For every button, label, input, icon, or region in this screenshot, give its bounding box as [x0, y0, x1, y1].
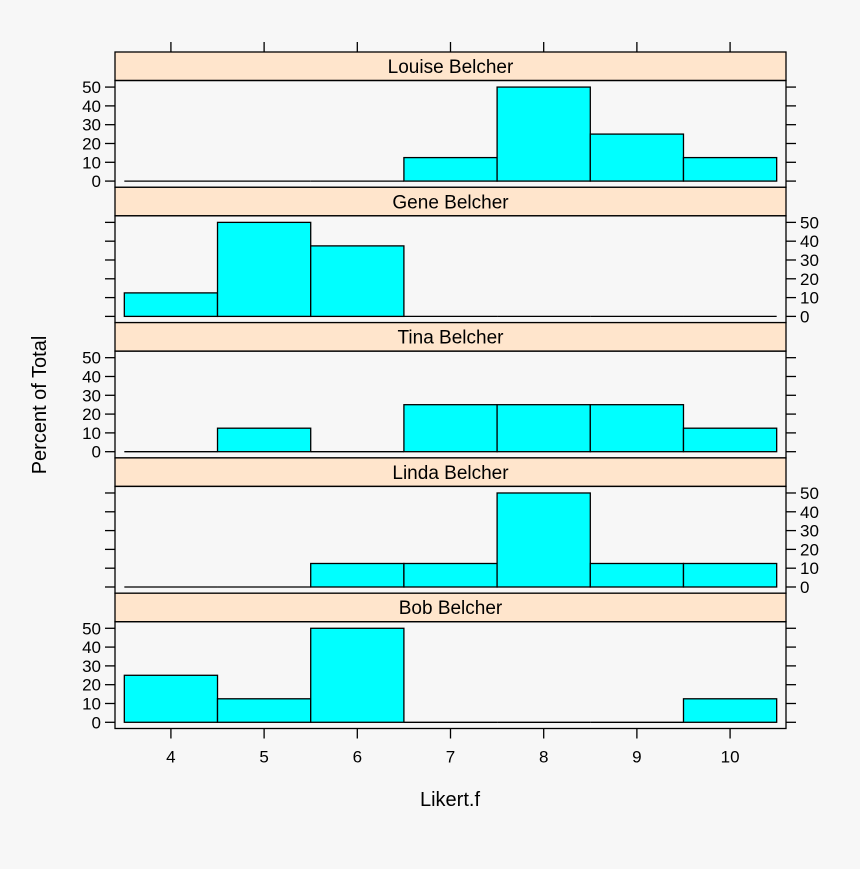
y-tick-label: 40	[82, 97, 101, 116]
y-tick-label: 20	[800, 270, 819, 289]
panel-strip	[114, 592, 787, 623]
histogram-bar	[403, 404, 498, 453]
histogram-bar	[589, 562, 685, 588]
y-tick-label: 0	[92, 172, 101, 191]
y-tick-label: 0	[800, 578, 809, 597]
histogram-bar	[682, 562, 778, 588]
panel-title: Gene Belcher	[392, 192, 509, 213]
panel-title: Linda Belcher	[392, 463, 509, 484]
y-tick-label: 20	[82, 405, 101, 424]
histogram-bar	[682, 156, 778, 182]
x-tick-label: 4	[166, 748, 175, 767]
y-tick-label: 40	[800, 232, 819, 251]
x-tick-label: 10	[721, 748, 740, 767]
panel-strip	[114, 457, 787, 488]
histogram-bar	[123, 674, 219, 723]
x-tick-label: 7	[446, 748, 455, 767]
histogram-bar	[310, 245, 405, 318]
histogram-bar	[123, 292, 219, 318]
y-tick-label: 10	[800, 559, 819, 578]
histogram-bar	[589, 133, 685, 182]
y-tick-label: 30	[800, 522, 819, 541]
panel-title: Louise Belcher	[388, 57, 514, 78]
y-tick-label: 40	[800, 503, 819, 522]
x-tick-label: 6	[353, 748, 362, 767]
histogram-bar	[310, 562, 405, 588]
y-tick-label: 40	[82, 367, 101, 386]
y-tick-label: 20	[82, 676, 101, 695]
y-tick-label: 40	[82, 638, 101, 657]
y-tick-label: 30	[82, 116, 101, 135]
y-tick-label: 20	[800, 540, 819, 559]
y-tick-label: 50	[82, 619, 101, 638]
y-tick-label: 20	[82, 134, 101, 153]
y-tick-label: 30	[82, 657, 101, 676]
histogram-bar	[496, 404, 591, 453]
panel-title: Tina Belcher	[398, 328, 505, 349]
y-tick-label: 10	[800, 289, 819, 308]
histogram-bar	[682, 698, 778, 723]
y-tick-label: 10	[82, 424, 101, 443]
histogram-bar	[310, 627, 405, 723]
panel-strip	[114, 321, 787, 352]
x-tick-label: 8	[539, 748, 548, 767]
y-tick-label: 30	[800, 251, 819, 270]
y-tick-label: 0	[92, 713, 101, 732]
panel-title: Bob Belcher	[399, 598, 503, 619]
y-tick-label: 0	[92, 443, 101, 462]
y-tick-label: 50	[82, 349, 101, 368]
histogram-bar	[216, 698, 312, 723]
y-axis-label: Percent of Total	[29, 336, 51, 475]
histogram-bar	[496, 492, 591, 588]
y-tick-label: 50	[800, 213, 819, 232]
histogram-bar	[589, 404, 685, 453]
y-tick-label: 50	[800, 484, 819, 503]
y-tick-label: 10	[82, 153, 101, 172]
histogram-bar	[682, 427, 778, 453]
histogram-bar	[216, 427, 312, 453]
histogram-bar	[403, 562, 498, 588]
histogram-bar	[216, 221, 312, 318]
panel-strip	[114, 51, 787, 82]
y-tick-label: 50	[82, 78, 101, 97]
x-tick-label: 5	[259, 748, 268, 767]
x-tick-label: 9	[632, 748, 641, 767]
y-tick-label: 30	[82, 386, 101, 405]
histogram-bar	[403, 156, 498, 182]
x-axis-label: Likert.f	[420, 789, 480, 811]
y-tick-label: 0	[800, 307, 809, 326]
y-tick-label: 10	[82, 694, 101, 713]
histogram-bar	[496, 86, 591, 182]
